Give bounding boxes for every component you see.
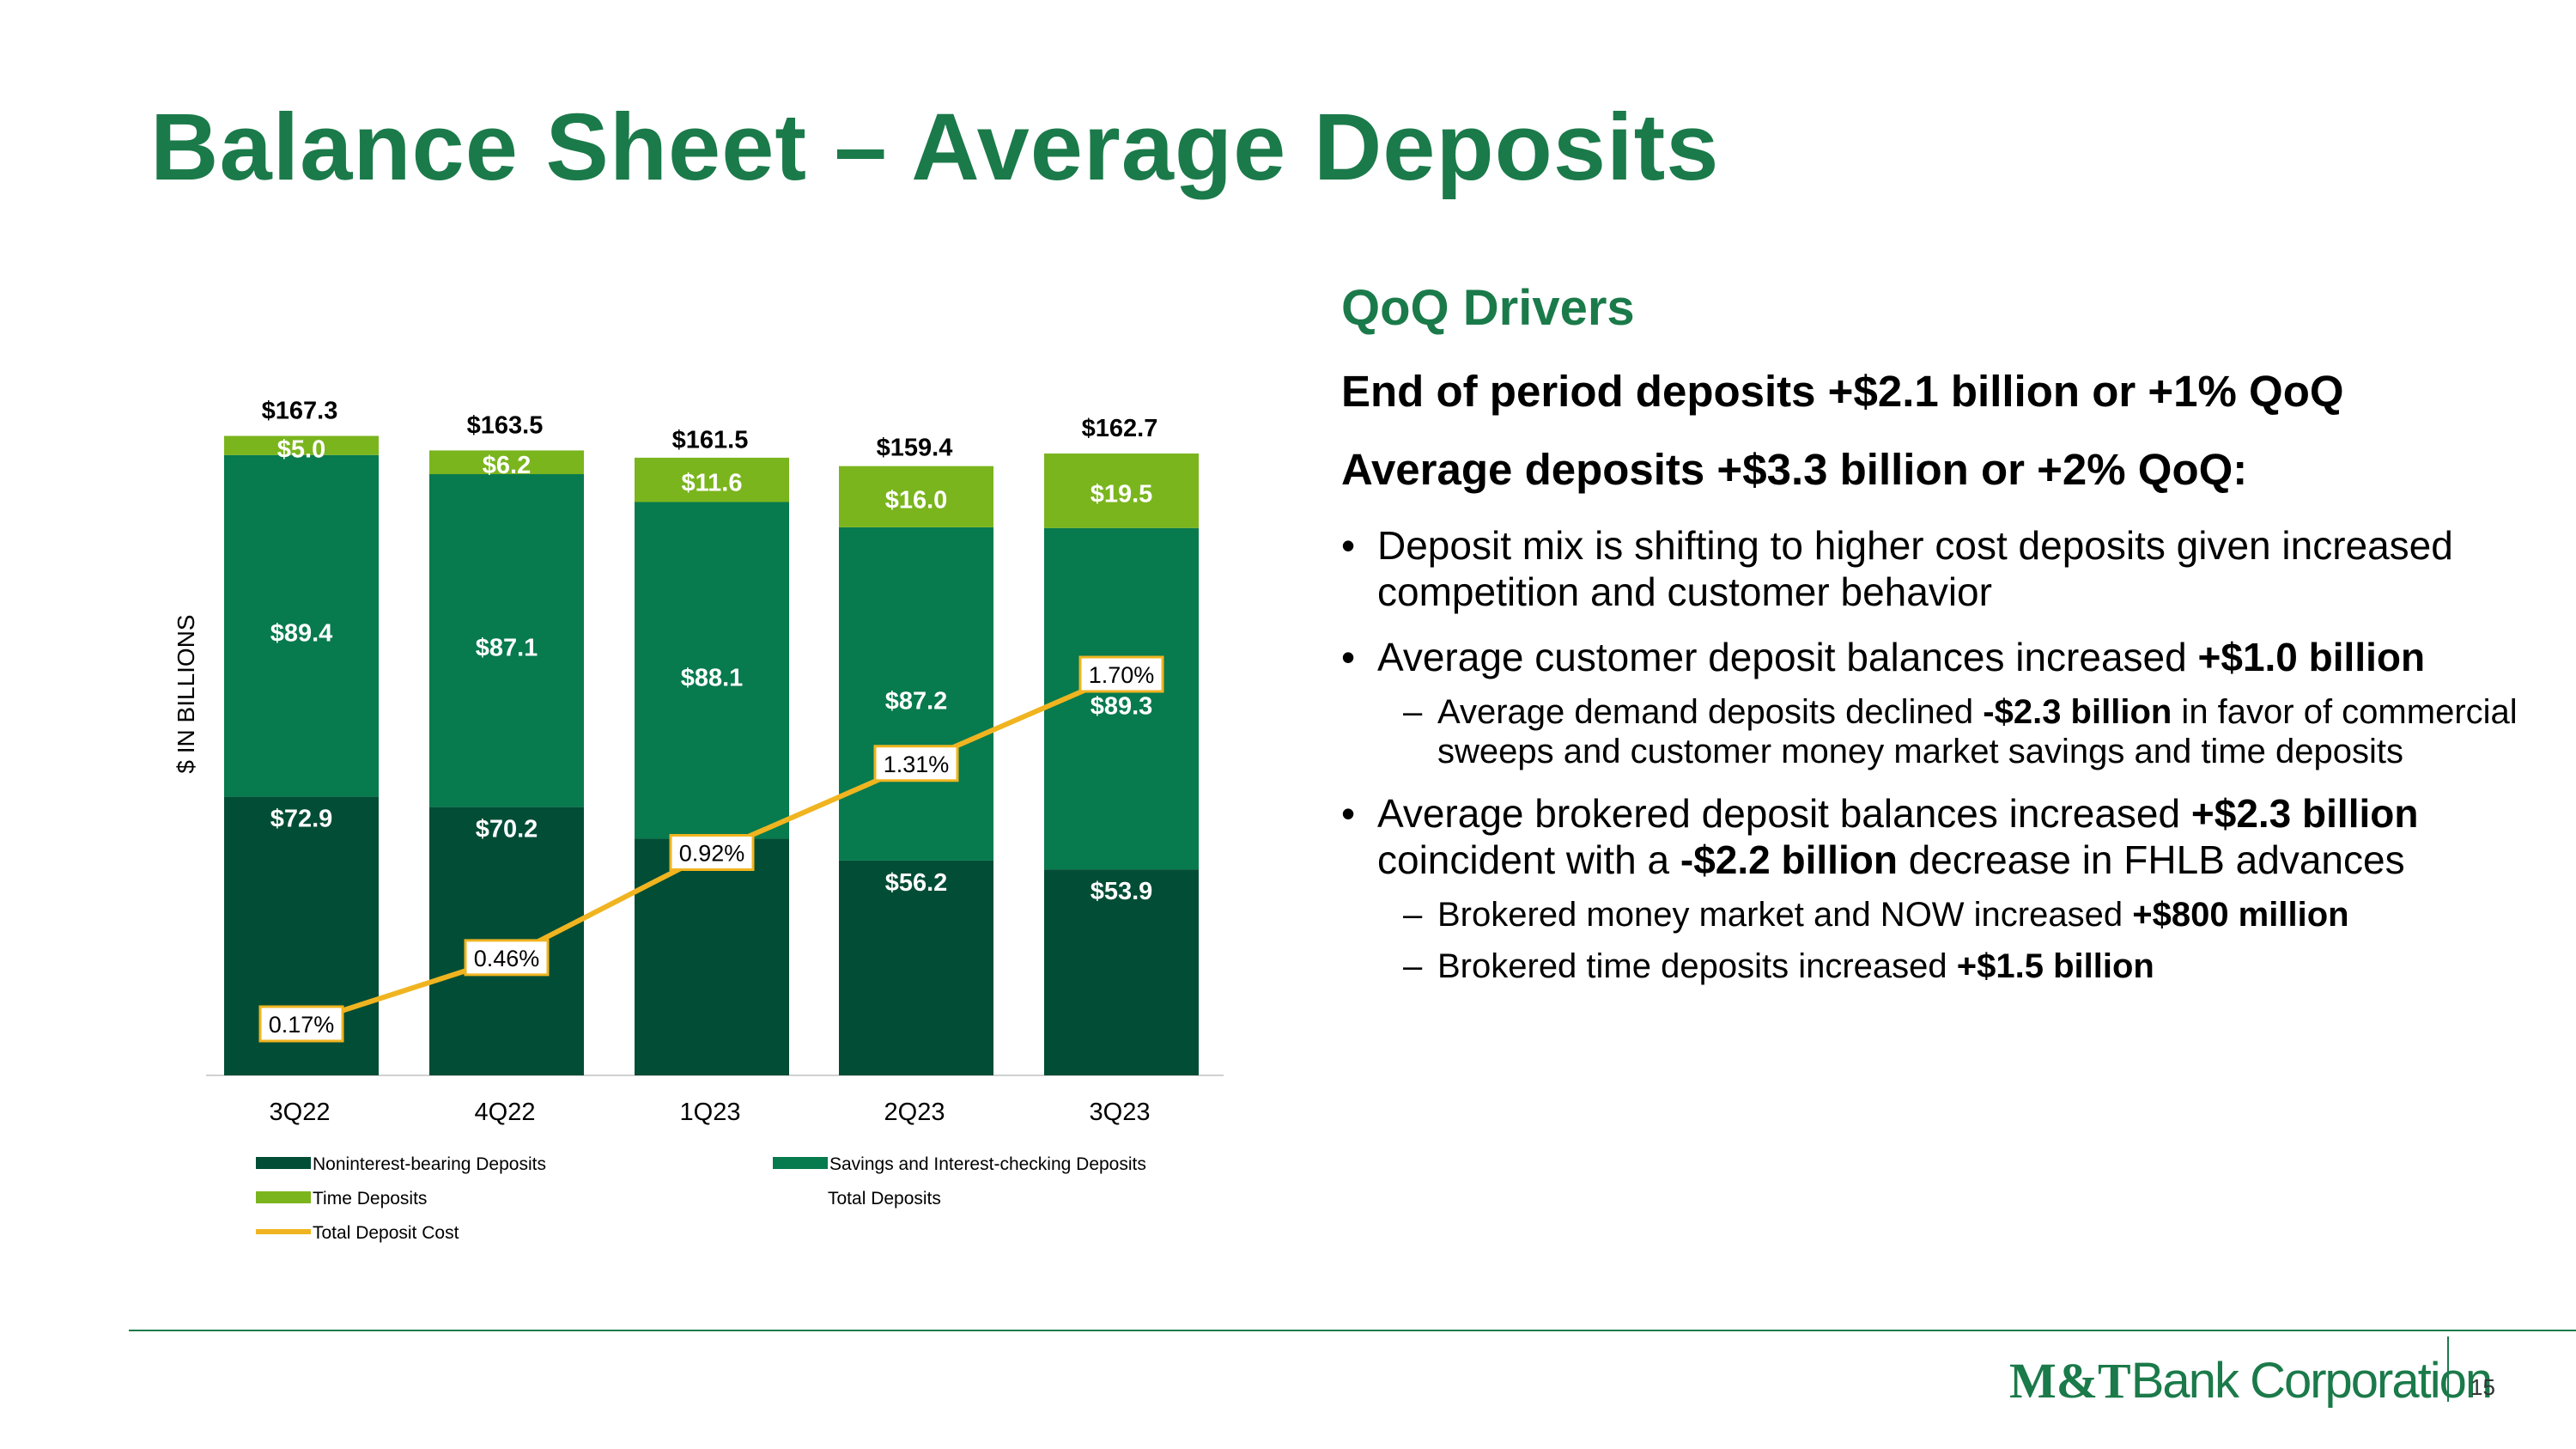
bar-3q23-time	[1044, 453, 1199, 528]
legend-label: Total Deposits	[828, 1189, 941, 1209]
segment-label: $89.4	[270, 620, 333, 648]
segment-label: $56.2	[885, 869, 948, 897]
bar-1q23-savings	[635, 502, 789, 839]
segment-label: $11.6	[682, 470, 743, 497]
deposit-cost-label: 1.70%	[1089, 662, 1155, 688]
segment-label: $87.2	[885, 688, 948, 715]
headline-average-deposits: Average deposits +$3.3 billion or +2% Qo…	[1341, 445, 2248, 494]
segment-label: $70.2	[476, 816, 538, 843]
bar-3q23-nonint	[1044, 869, 1199, 1075]
page-number: 15	[2470, 1374, 2495, 1400]
category-label: 4Q22	[475, 1099, 536, 1126]
sub-brokered-time-deposits: Brokered time deposits increased +$1.5 b…	[1341, 947, 2543, 986]
segment-label: $16.0	[885, 486, 948, 514]
legend-swatch	[256, 1157, 311, 1169]
deposit-cost-label-box	[1078, 655, 1164, 693]
bar-4q22-savings	[429, 474, 584, 807]
bar-1q23-time	[635, 457, 789, 502]
total-label: $162.7	[1082, 415, 1158, 442]
bar-2q23-time	[839, 466, 993, 527]
segment-label: $53.9	[1091, 878, 1153, 905]
segment-label: $19.5	[1091, 480, 1153, 508]
category-label: 1Q23	[680, 1099, 741, 1126]
segment-label: $88.1	[681, 664, 744, 691]
total-label: $159.4	[877, 435, 953, 462]
bullet-brokered-deposits: Average brokered deposit balances increa…	[1341, 790, 2543, 883]
total-label: $167.3	[262, 398, 338, 425]
category-label: 3Q22	[270, 1099, 331, 1126]
segment-label: $5.0	[277, 436, 325, 464]
sub-demand-deposits: Average demand deposits declined -$2.3 b…	[1341, 692, 2543, 771]
category-label: 2Q23	[884, 1099, 945, 1126]
bullet-deposit-mix: Deposit mix is shifting to higher cost d…	[1341, 522, 2543, 615]
deposit-cost-label-box	[464, 939, 550, 977]
total-label: $163.5	[467, 411, 544, 439]
bar-3q22-time	[224, 435, 379, 455]
deposit-cost-label-box	[258, 1005, 344, 1043]
deposit-cost-label-box	[669, 834, 755, 871]
deposit-cost-label-box	[873, 745, 959, 782]
total-label: $161.5	[672, 426, 749, 454]
bar-4q22-time	[429, 450, 584, 475]
legend-label: Savings and Interest-checking Deposits	[829, 1154, 1146, 1174]
segment-label: $6.2	[483, 452, 531, 479]
segment-label: $89.3	[1091, 692, 1153, 720]
legend-label: Time Deposits	[313, 1189, 427, 1209]
legend-swatch	[773, 1157, 828, 1169]
sub-brokered-money-market: Brokered money market and NOW increased …	[1341, 895, 2543, 935]
legend-swatch	[256, 1191, 311, 1203]
headline-end-of-period: End of period deposits +$2.1 billion or …	[1341, 367, 2344, 416]
segment-label: $87.1	[476, 635, 538, 662]
mt-bank-logo: M&TBank Corporation	[2009, 1353, 2493, 1409]
footer-divider	[129, 1330, 2576, 1331]
qoq-drivers-panel: QoQ Drivers End of period deposits +$2.1…	[1341, 279, 2543, 986]
bar-2q23-savings	[839, 527, 993, 861]
footer-separator	[2447, 1336, 2449, 1402]
legend-label: Noninterest-bearing Deposits	[313, 1154, 546, 1174]
bar-2q23-nonint	[839, 860, 993, 1075]
category-label: 3Q23	[1090, 1099, 1151, 1126]
segment-label: $72.9	[270, 806, 333, 833]
slide-title: Balance Sheet – Average Deposits	[150, 94, 1720, 200]
qoq-drivers-title: QoQ Drivers	[1341, 280, 1635, 336]
deposit-cost-label: 0.92%	[679, 841, 745, 867]
average-deposits-chart: $72.9 $89.4 $5.0 $167.3 3Q22 $70.2 $87.1 $6.2 $1…	[173, 398, 1224, 1243]
deposit-cost-label: 0.17%	[269, 1012, 335, 1038]
legend-label: Total Deposit Cost	[313, 1223, 459, 1243]
deposit-cost-label: 0.46%	[474, 946, 540, 971]
y-axis-label: $ IN BILLIONS	[173, 614, 199, 773]
bullet-customer-deposits: Average customer deposit balances increa…	[1341, 634, 2543, 680]
deposit-cost-label: 1.31%	[884, 752, 950, 777]
bar-3q22-savings	[224, 454, 379, 797]
